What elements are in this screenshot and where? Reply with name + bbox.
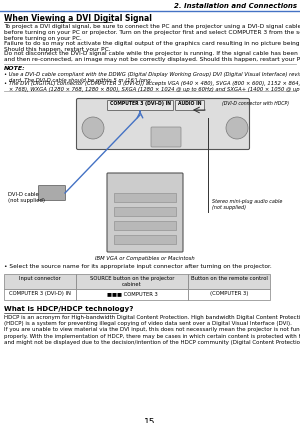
- Bar: [76, 289, 188, 300]
- FancyBboxPatch shape: [151, 127, 181, 147]
- Text: • Use a DVI-D cable compliant with the DDWG (Digital Display Working Group) DVI : • Use a DVI-D cable compliant with the D…: [4, 72, 300, 83]
- Text: Failure to do so may not activate the digital output of the graphics card result: Failure to do so may not activate the di…: [4, 41, 300, 52]
- Bar: [114, 235, 176, 244]
- Text: When Viewing a DVI Digital Signal: When Viewing a DVI Digital Signal: [4, 14, 152, 23]
- Bar: [76, 274, 188, 289]
- Bar: [114, 207, 176, 216]
- Circle shape: [226, 117, 248, 139]
- Text: COMPUTER 3 (DVI-D) IN: COMPUTER 3 (DVI-D) IN: [9, 291, 71, 296]
- Circle shape: [82, 117, 104, 139]
- Text: Do not disconnect the DVI-D signal cable while the projector is running. If the : Do not disconnect the DVI-D signal cable…: [4, 51, 300, 62]
- Text: Button on the remote control: Button on the remote control: [190, 276, 267, 281]
- Text: Input connector: Input connector: [19, 276, 61, 281]
- Text: • The DVI (DIGITAL) connector (COMPUTER 3 (DVI-D)) accepts VGA (640 × 480), SVGA: • The DVI (DIGITAL) connector (COMPUTER …: [4, 81, 300, 92]
- Text: Stereo mini-plug audio cable
(not supplied): Stereo mini-plug audio cable (not suppli…: [212, 199, 282, 210]
- Text: HDCP is an acronym for High-bandwidth Digital Content Protection. High bandwidth: HDCP is an acronym for High-bandwidth Di…: [4, 315, 300, 345]
- Text: DVI-D cable
(not supplied): DVI-D cable (not supplied): [8, 192, 45, 203]
- Text: (DVI-D connector with HDCP): (DVI-D connector with HDCP): [222, 101, 289, 106]
- Text: SOURCE button on the projector
cabinet: SOURCE button on the projector cabinet: [90, 276, 174, 287]
- FancyBboxPatch shape: [107, 101, 173, 110]
- Text: AUDIO IN: AUDIO IN: [178, 101, 202, 106]
- Text: IBM VGA or Compatibles or Macintosh: IBM VGA or Compatibles or Macintosh: [95, 256, 195, 261]
- Text: ■■■ COMPUTER 3: ■■■ COMPUTER 3: [106, 291, 158, 296]
- FancyBboxPatch shape: [107, 173, 183, 252]
- FancyBboxPatch shape: [176, 101, 205, 110]
- Text: NOTE:: NOTE:: [4, 66, 26, 71]
- FancyBboxPatch shape: [76, 99, 250, 149]
- Bar: [188, 274, 270, 289]
- Text: COMPUTER 3 (DVI-D) IN: COMPUTER 3 (DVI-D) IN: [110, 101, 170, 106]
- Text: (COMPUTER 3): (COMPUTER 3): [210, 291, 248, 296]
- Text: What is HDCP/HDCP technology?: What is HDCP/HDCP technology?: [4, 306, 134, 312]
- Bar: [114, 221, 176, 230]
- Text: 15: 15: [144, 418, 156, 423]
- Text: • Select the source name for its appropriate input connector after turning on th: • Select the source name for its appropr…: [4, 264, 272, 269]
- Bar: [188, 289, 270, 300]
- Text: 2. Installation and Connections: 2. Installation and Connections: [174, 3, 297, 9]
- Text: To project a DVI digital signal, be sure to connect the PC and the projector usi: To project a DVI digital signal, be sure…: [4, 24, 300, 41]
- Bar: [4, 289, 76, 300]
- Bar: [4, 274, 76, 289]
- Bar: [114, 193, 176, 202]
- FancyBboxPatch shape: [38, 186, 65, 201]
